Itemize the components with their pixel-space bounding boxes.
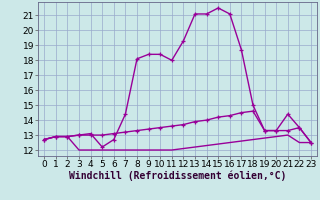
- X-axis label: Windchill (Refroidissement éolien,°C): Windchill (Refroidissement éolien,°C): [69, 171, 286, 181]
